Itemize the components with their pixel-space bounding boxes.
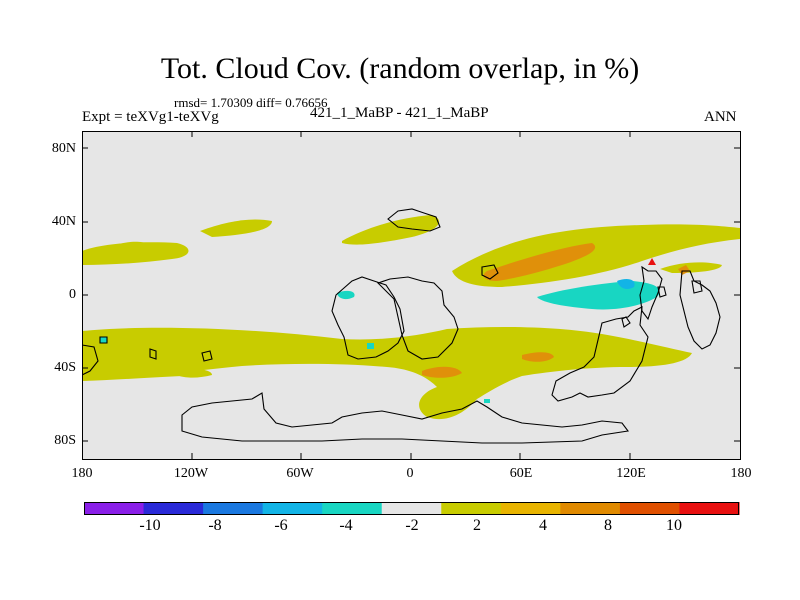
season-label: ANN — [704, 109, 737, 125]
anomaly-patch — [337, 290, 355, 300]
anomaly-patch — [678, 265, 690, 275]
x-tick-label: 180 — [71, 466, 93, 481]
anomaly-patch — [342, 215, 440, 245]
colorbar-swatches — [84, 502, 740, 515]
y-tick-label: 80S — [54, 433, 76, 448]
colorbar-label: 10 — [666, 517, 682, 534]
colorbar-swatch — [262, 502, 323, 515]
colorbar-swatch — [381, 502, 442, 515]
anomaly-patch — [522, 352, 554, 362]
colorbar-swatch — [143, 502, 204, 515]
anomaly-patch — [112, 241, 152, 254]
experiment-label: Expt = teXVg1-teXVg — [82, 109, 219, 125]
colorbar-swatch — [441, 502, 502, 515]
colorbar — [84, 502, 740, 515]
colorbar-label: -10 — [139, 517, 161, 534]
anomaly-patch — [367, 343, 374, 349]
colorbar-label: 4 — [539, 517, 547, 534]
colorbar-label: -4 — [339, 517, 353, 534]
colorbar-label: -6 — [274, 517, 288, 534]
colorbar-swatch — [203, 502, 264, 515]
anomaly-patch — [100, 337, 107, 343]
anomaly-patch — [82, 326, 692, 420]
x-tick-label: 60E — [509, 466, 533, 481]
colorbar-swatch — [500, 502, 561, 515]
y-tick-label: 80N — [51, 141, 76, 156]
axis-ticks — [82, 131, 740, 459]
case-subtitle: 421_1_MaBP - 421_1_MaBP — [310, 105, 489, 121]
anomaly-patch — [617, 279, 635, 289]
colorbar-swatch — [322, 502, 383, 515]
strong-positive-anomaly-regions — [422, 243, 690, 378]
colorbar-swatch — [619, 502, 681, 515]
colorbar-swatch — [560, 502, 621, 515]
anomaly-patch — [660, 262, 722, 273]
y-tick-label: 40N — [51, 214, 76, 229]
anomaly-patch — [282, 341, 322, 351]
colorbar-label: -8 — [208, 517, 222, 534]
y-tick-label: 40S — [54, 360, 76, 375]
strong-negative-anomaly-regions — [617, 279, 635, 289]
colorbar-frame — [84, 502, 739, 515]
anomaly-patch — [422, 366, 462, 378]
coastline — [82, 208, 721, 444]
x-tick-label: 180 — [730, 466, 752, 481]
y-tick-label: 0 — [69, 287, 76, 302]
anomaly-patch — [82, 362, 182, 381]
colorbar-label: 2 — [473, 517, 481, 534]
colorbar-label: 8 — [604, 517, 612, 534]
map-panel — [82, 131, 741, 460]
x-tick-label: 120E — [616, 466, 646, 481]
anomaly-patch — [172, 368, 212, 378]
x-tick-label: 0 — [406, 466, 414, 481]
plot-title: Tot. Cloud Cov. (random overlap, in %) — [160, 52, 640, 85]
colorbar-label: -2 — [405, 517, 419, 534]
stats-text: rmsd= 1.70309 diff= 0.76656 — [174, 95, 328, 110]
anomaly-patch — [82, 242, 189, 265]
colorbar-swatch — [679, 502, 740, 515]
max-anomaly-marker — [648, 258, 656, 265]
x-tick-label: 120W — [173, 466, 209, 481]
x-tick-label: 60W — [286, 466, 314, 481]
anomaly-patch — [484, 399, 490, 403]
anomaly-patch — [200, 219, 272, 237]
anomaly-patch — [483, 243, 596, 281]
colorbar-swatch — [84, 502, 145, 515]
